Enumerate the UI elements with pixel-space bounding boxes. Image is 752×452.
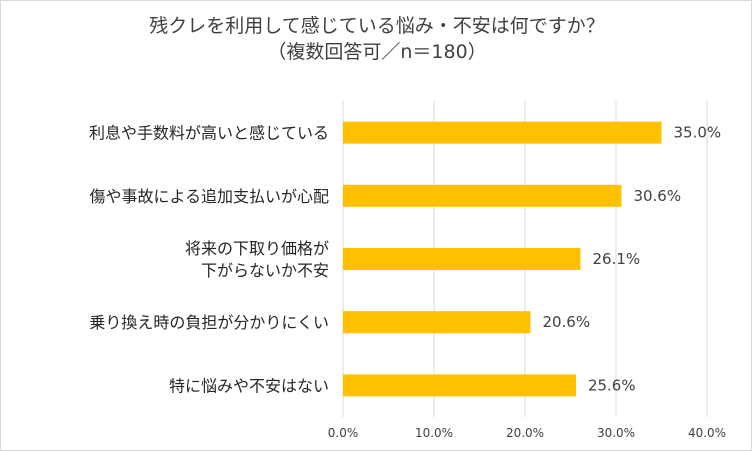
- x-tick-label: 20.0%: [506, 426, 544, 440]
- chart-title: 残クレを利用して感じている悩み・不安は何ですか？: [149, 15, 605, 37]
- category-label: 乗り換え時の負担が分かりにくい: [89, 313, 329, 332]
- category-label-line: 乗り換え時の負担が分かりにくい: [89, 313, 329, 332]
- bar: [343, 311, 531, 334]
- x-tick-label: 10.0%: [415, 426, 453, 440]
- category-label: 将来の下取り価格が下がらないか不安: [185, 239, 329, 280]
- category-label: 特に悩みや不安はない: [169, 376, 329, 395]
- data-label: 25.6%: [588, 376, 636, 394]
- category-label-line: 傷や事故による追加支払いが心配: [89, 187, 329, 206]
- x-tick-label: 0.0%: [328, 426, 359, 440]
- bar: [343, 374, 576, 397]
- category-label-line: 将来の下取り価格が: [185, 239, 329, 258]
- data-label: 35.0%: [674, 124, 722, 142]
- x-tick-label: 40.0%: [688, 426, 726, 440]
- category-label-line: 下がらないか不安: [201, 261, 329, 280]
- category-label-line: 特に悩みや不安はない: [169, 376, 329, 395]
- bar: [343, 248, 581, 270]
- data-label: 26.1%: [593, 250, 641, 268]
- bar: [343, 121, 662, 144]
- category-label-line: 利息や手数料が高いと感じている: [89, 124, 329, 143]
- category-label: 傷や事故による追加支払いが心配: [89, 187, 329, 206]
- data-label: 30.6%: [633, 187, 681, 205]
- chart-subtitle: （複数回答可／n＝180）: [267, 41, 487, 63]
- data-label: 20.6%: [542, 313, 590, 331]
- x-tick-label: 30.0%: [597, 426, 635, 440]
- chart-title-block: 残クレを利用して感じている悩み・不安は何ですか？ （複数回答可／n＝180）: [1, 13, 752, 65]
- category-label: 利息や手数料が高いと感じている: [89, 124, 329, 143]
- bar: [343, 184, 622, 207]
